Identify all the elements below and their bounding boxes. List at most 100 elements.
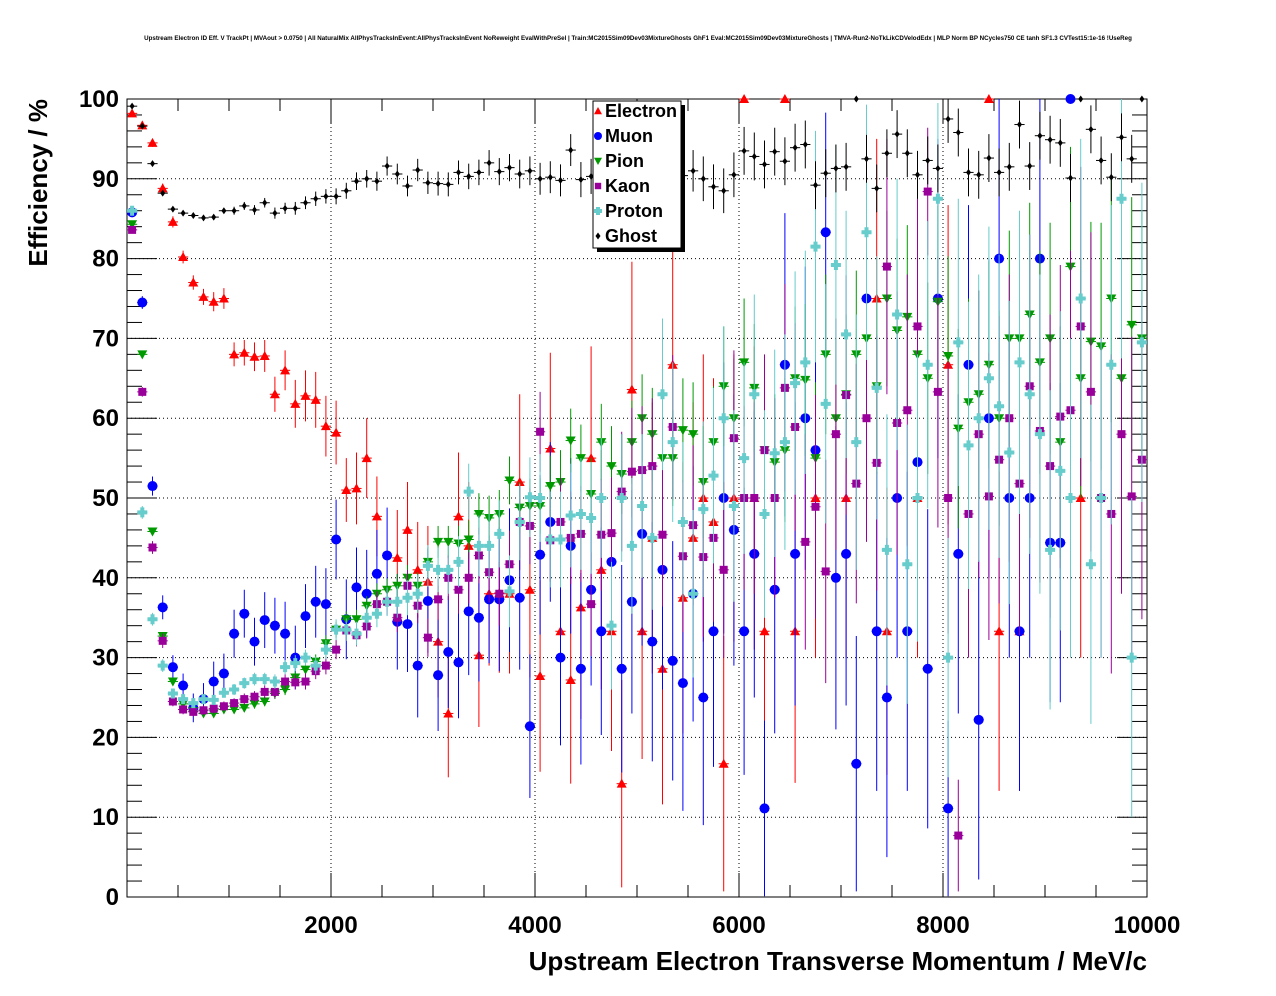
data-point	[728, 152, 739, 198]
data-point	[208, 292, 219, 312]
data-point	[1075, 95, 1086, 103]
marker-circle	[147, 481, 158, 492]
marker-cross	[698, 504, 709, 515]
marker-square	[831, 430, 840, 439]
marker-cross	[208, 694, 219, 705]
marker-diamond	[782, 157, 788, 165]
marker-circle	[535, 549, 546, 560]
marker-cross	[830, 259, 841, 270]
marker-cross	[596, 493, 607, 503]
marker-cross	[484, 540, 495, 551]
marker-cross	[728, 500, 739, 511]
marker-cross	[575, 508, 586, 519]
marker-cross	[647, 532, 658, 543]
marker-triangle-up	[320, 421, 331, 431]
data-point	[667, 362, 678, 522]
marker-cross	[594, 207, 602, 215]
marker-diamond	[262, 199, 268, 207]
marker-diamond	[466, 172, 472, 180]
marker-circle	[514, 592, 525, 603]
data-point	[167, 655, 178, 680]
data-point	[973, 274, 984, 562]
marker-cross	[443, 564, 454, 575]
data-point	[881, 129, 892, 178]
data-point	[922, 509, 933, 829]
legend-box	[592, 100, 682, 249]
data-point	[667, 541, 678, 781]
marker-circle	[596, 626, 607, 637]
data-point	[218, 653, 229, 694]
data-point	[1004, 142, 1015, 191]
marker-circle	[698, 692, 709, 703]
data-point	[830, 144, 841, 193]
marker-cross	[545, 534, 556, 545]
data-point	[412, 613, 423, 718]
marker-square	[594, 182, 602, 190]
marker-circle	[677, 678, 688, 689]
marker-cross	[718, 413, 729, 424]
data-point	[137, 505, 148, 519]
data-point	[575, 573, 586, 765]
marker-cross	[524, 492, 535, 503]
y-tick-label: 0	[106, 884, 119, 911]
data-point	[433, 547, 444, 593]
marker-triangle-up	[178, 252, 189, 262]
marker-cross	[453, 556, 464, 567]
data-point	[371, 171, 382, 191]
data-point	[239, 339, 250, 366]
marker-square	[1127, 492, 1136, 501]
data-point	[545, 491, 556, 588]
data-point	[280, 601, 291, 666]
data-point	[269, 376, 280, 412]
data-point	[851, 314, 862, 570]
marker-diamond	[313, 195, 319, 203]
data-point	[269, 597, 280, 654]
marker-diamond	[282, 204, 288, 212]
data-point	[188, 707, 199, 717]
data-point	[718, 636, 729, 892]
data-point	[983, 226, 994, 530]
data-point	[524, 457, 535, 538]
data-point	[331, 400, 342, 465]
marker-triangle-down	[229, 705, 240, 715]
marker-triangle-up	[239, 347, 250, 357]
marker-triangle-up	[392, 552, 403, 562]
marker-cross	[708, 470, 719, 481]
marker-circle	[178, 680, 189, 691]
data-point	[320, 656, 331, 675]
data-point	[229, 206, 240, 215]
marker-diamond	[955, 129, 961, 137]
data-point	[392, 163, 403, 185]
data-point	[229, 683, 240, 696]
marker-cross	[881, 544, 892, 555]
data-point	[1065, 94, 1076, 104]
marker-triangle-up	[443, 708, 454, 718]
marker-diamond	[558, 176, 563, 184]
marker-circle	[851, 758, 862, 769]
data-point	[320, 568, 331, 641]
marker-cross	[188, 698, 199, 709]
data-point	[473, 159, 484, 186]
marker-triangle-down	[677, 426, 688, 436]
marker-cross	[606, 620, 617, 631]
data-point	[167, 677, 178, 687]
data-point	[1045, 390, 1056, 710]
marker-cross	[392, 596, 403, 607]
marker-diamond	[384, 162, 390, 170]
marker-diamond	[996, 168, 1002, 176]
marker-triangle-down	[249, 699, 260, 709]
marker-cross	[983, 373, 994, 384]
marker-diamond	[1139, 95, 1145, 103]
marker-circle	[594, 132, 602, 140]
marker-cross	[402, 592, 413, 603]
marker-diamond	[150, 160, 155, 168]
marker-cross	[861, 227, 872, 238]
marker-circle	[708, 626, 719, 637]
marker-circle	[820, 227, 831, 238]
marker-circle	[973, 714, 984, 725]
data-point	[259, 696, 270, 707]
data-point	[1065, 338, 1076, 658]
marker-cross	[218, 687, 229, 698]
data-point	[341, 182, 352, 199]
marker-diamond	[772, 148, 778, 156]
